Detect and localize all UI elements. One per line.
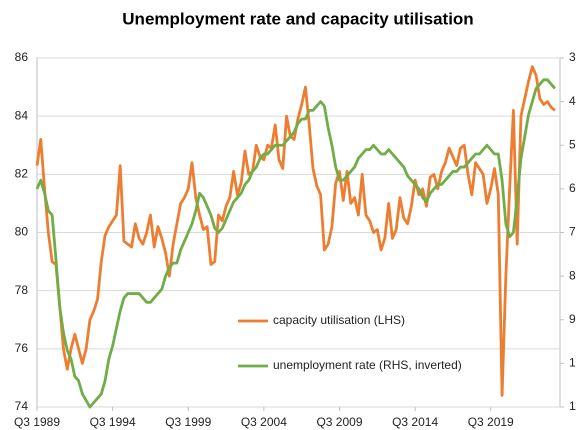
y-tick-label: 76 (15, 341, 29, 355)
y2-tick-label: 8 (569, 268, 576, 282)
x-tick-label: Q3 1989 (14, 415, 60, 429)
y2-tick-label: 4 (569, 94, 576, 108)
y-tick-label: 80 (15, 225, 29, 239)
x-tick-label: Q3 1999 (165, 415, 211, 429)
x-tick-label: Q3 2009 (316, 415, 362, 429)
series-line (35, 78, 557, 409)
x-tick-label: Q3 2019 (468, 415, 514, 429)
y2-tick-label: 5 (569, 137, 576, 151)
legend-label: capacity utilisation (LHS) (273, 313, 405, 327)
y-tick-label: 78 (15, 283, 29, 297)
x-tick-label: Q3 2004 (241, 415, 287, 429)
y2-tick-label: 3 (569, 50, 576, 64)
legend-label: unemployment rate (RHS, inverted) (273, 358, 462, 372)
x-tick-label: Q3 1994 (90, 415, 136, 429)
y2-tick-label: 11 (569, 399, 576, 413)
y2-tick-label: 10 (569, 356, 576, 370)
y2-tick-label: 6 (569, 181, 576, 195)
y2-tick-label: 9 (569, 312, 576, 326)
legend-bg (234, 312, 470, 330)
y2-tick-label: 7 (569, 225, 576, 239)
y-tick-label: 86 (15, 50, 29, 64)
chart-title: Unemployment rate and capacity utilisati… (122, 9, 473, 28)
y-tick-label: 82 (15, 167, 29, 181)
y-tick-label: 74 (15, 399, 29, 413)
y-tick-label: 84 (15, 108, 29, 122)
legend-bg (234, 357, 470, 375)
x-tick-label: Q3 2014 (392, 415, 438, 429)
